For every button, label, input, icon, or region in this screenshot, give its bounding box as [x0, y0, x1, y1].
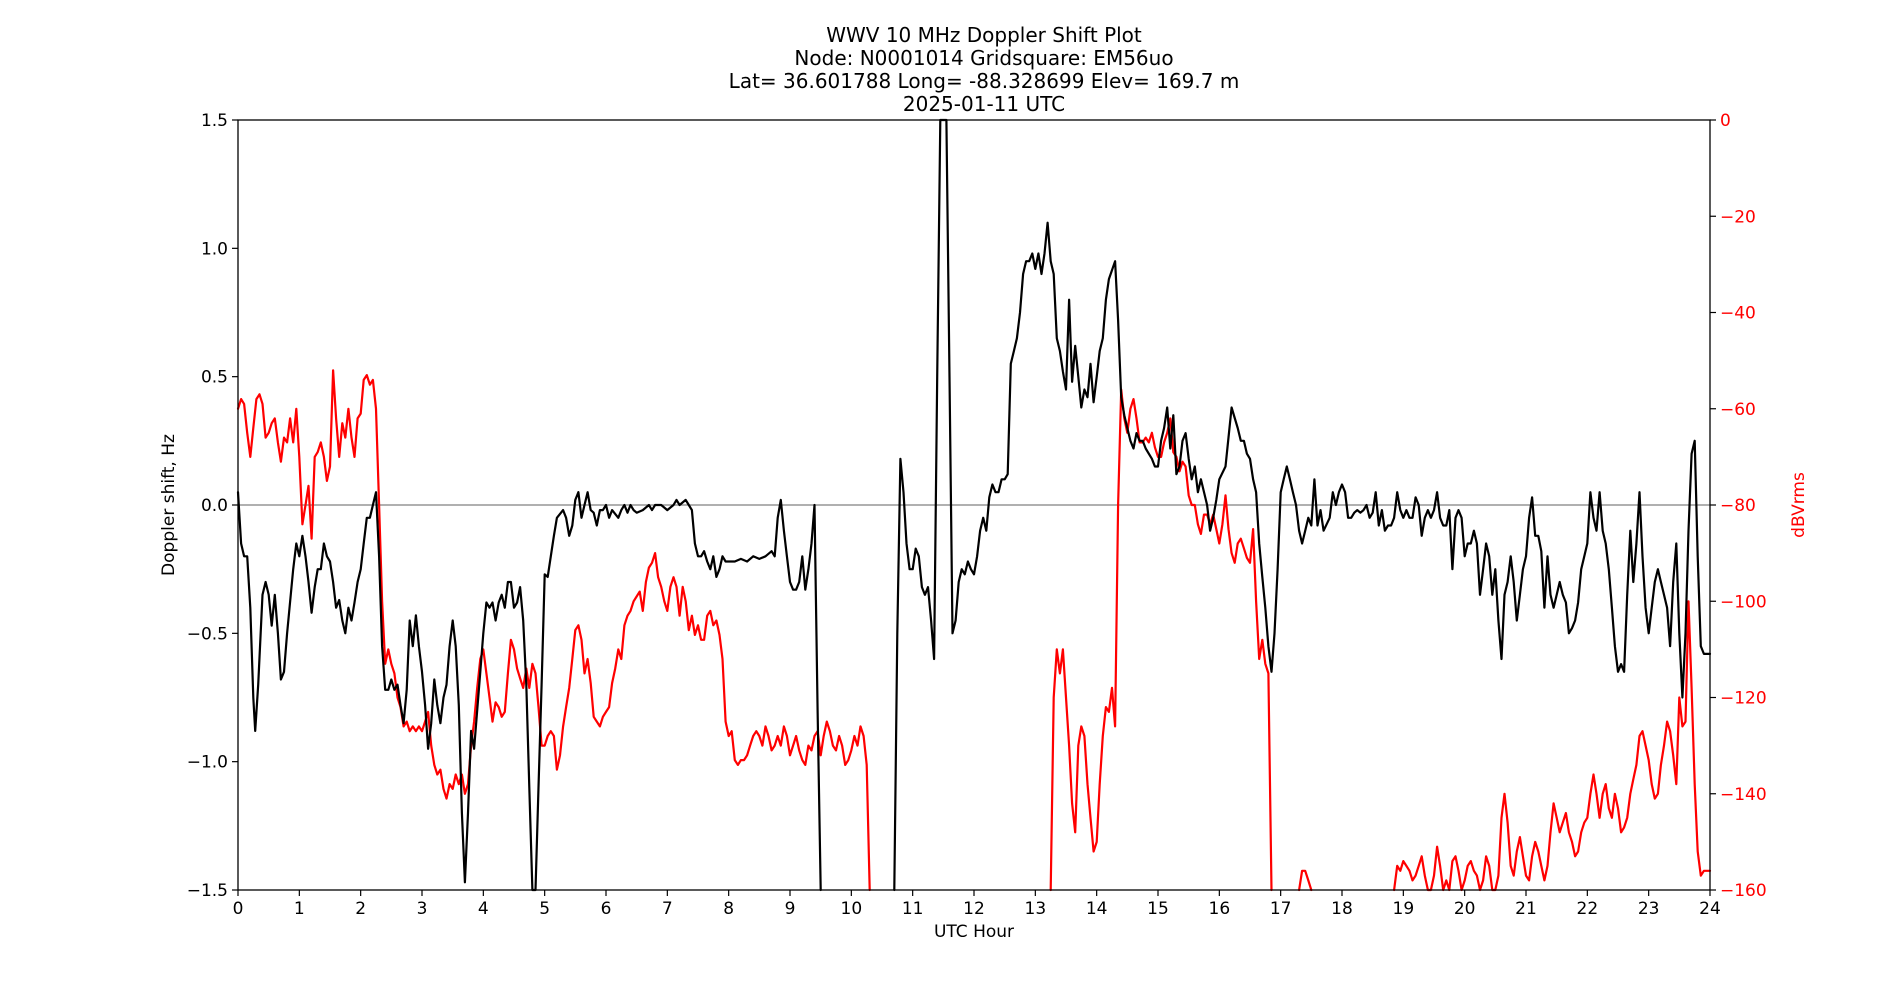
doppler-shift-line: [236, 491, 822, 892]
x-tick-label: 17: [1270, 899, 1292, 919]
signal-level-line: [1297, 869, 1313, 892]
x-tick-label: 2: [355, 899, 366, 919]
x-tick-label: 7: [662, 899, 673, 919]
x-tick-label: 23: [1638, 899, 1660, 919]
x-tick-label: 18: [1331, 899, 1353, 919]
y-right-tick-label: −160: [1720, 881, 1767, 901]
x-tick-label: 14: [1086, 899, 1108, 919]
x-tick-label: 8: [723, 899, 734, 919]
y-right-tick-label: 0: [1720, 111, 1731, 131]
y-axis-label: Doppler shift, Hz: [159, 434, 179, 576]
y-right-tick-label: −140: [1720, 785, 1767, 805]
y-right-tick-label: −100: [1720, 592, 1767, 612]
x-tick-label: 11: [902, 899, 924, 919]
x-axis-label: UTC Hour: [934, 922, 1014, 942]
x-tick-label: 5: [539, 899, 550, 919]
y-right-axis-ticks: 0 −20 −40 −60 −80 −100 −120 −140 −160: [1710, 111, 1767, 901]
y-right-tick-label: −120: [1720, 689, 1767, 709]
x-tick-label: 0: [233, 899, 244, 919]
chart-subtitle-node: Node: N0001014 Gridsquare: EM56uo: [794, 46, 1173, 70]
x-tick-label: 15: [1147, 899, 1169, 919]
y-tick-label: 1.5: [201, 111, 228, 131]
x-tick-label: 1: [294, 899, 305, 919]
x-tick-label: 24: [1699, 899, 1721, 919]
y-right-tick-label: −20: [1720, 207, 1756, 227]
y-tick-label: 0.0: [201, 496, 228, 516]
x-tick-label: 21: [1515, 899, 1537, 919]
y-right-tick-label: −60: [1720, 400, 1756, 420]
plot-series: [236, 118, 1712, 892]
x-tick-label: 6: [601, 899, 612, 919]
x-tick-label: 13: [1025, 899, 1047, 919]
x-tick-label: 10: [841, 899, 863, 919]
x-tick-label: 9: [785, 899, 796, 919]
x-tick-label: 12: [963, 899, 985, 919]
y-right-axis-label: dBVrms: [1789, 472, 1809, 538]
y-tick-label: −0.5: [187, 624, 228, 644]
x-tick-label: 19: [1393, 899, 1415, 919]
y-tick-label: −1.0: [187, 753, 228, 773]
y-tick-label: −1.5: [187, 881, 228, 901]
x-tick-label: 16: [1209, 899, 1231, 919]
x-axis-ticks: 0 1 2 3 4 5 6 7 8 9 10 11 12 13 14 15 16 17 18 19 20 21 22 23 24: [233, 890, 1721, 919]
y-tick-label: 0.5: [201, 368, 228, 388]
chart-subtitle-date: 2025-01-11 UTC: [903, 92, 1065, 116]
chart-title: WWV 10 MHz Doppler Shift Plot: [826, 23, 1142, 47]
chart-subtitle-location: Lat= 36.601788 Long= -88.328699 Elev= 16…: [729, 69, 1240, 93]
doppler-shift-line: [893, 118, 1712, 892]
x-tick-label: 20: [1454, 899, 1476, 919]
signal-level-line: [236, 369, 871, 892]
signal-level-line: [1392, 600, 1712, 892]
x-tick-label: 4: [478, 899, 489, 919]
x-tick-label: 22: [1577, 899, 1599, 919]
y-right-tick-label: −40: [1720, 304, 1756, 324]
signal-level-line: [1049, 388, 1273, 892]
y-right-tick-label: −80: [1720, 496, 1756, 516]
y-axis-ticks: 1.5 1.0 0.5 0.0 −0.5 −1.0 −1.5: [187, 111, 238, 901]
x-tick-label: 3: [417, 899, 428, 919]
y-tick-label: 1.0: [201, 239, 228, 259]
